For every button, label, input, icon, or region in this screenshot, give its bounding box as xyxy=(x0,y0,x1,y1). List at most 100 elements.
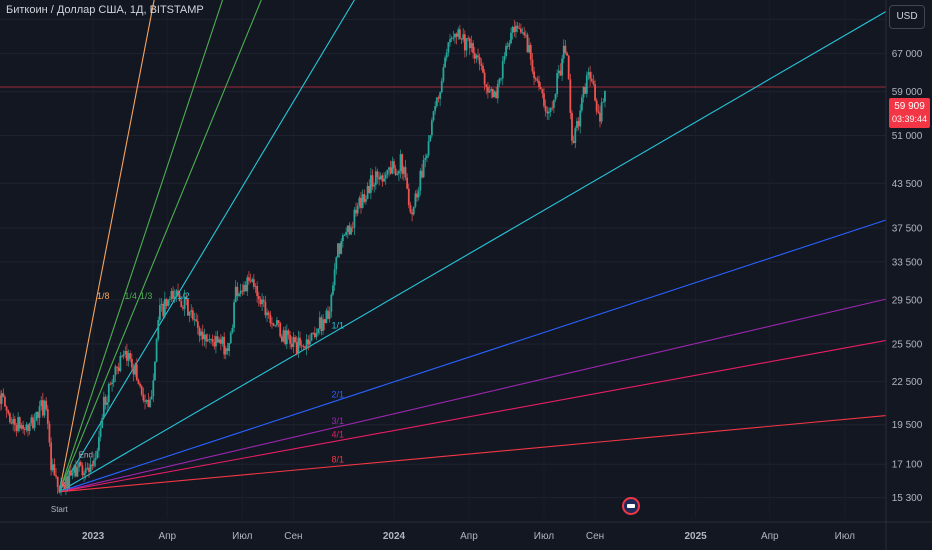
candle-body xyxy=(463,34,466,51)
candle-body xyxy=(261,299,263,305)
candle-body xyxy=(488,91,491,93)
candle-body xyxy=(98,437,100,451)
candle-body xyxy=(564,45,567,53)
candle-body xyxy=(561,58,563,76)
candle-body xyxy=(249,280,252,282)
currency-button[interactable]: USD xyxy=(889,5,925,29)
candle-body xyxy=(337,243,339,258)
gann-fan-line[interactable] xyxy=(58,0,355,493)
candle-body xyxy=(538,80,540,87)
candle-body xyxy=(437,97,440,99)
candle-body xyxy=(506,45,509,47)
candle-body xyxy=(117,367,120,372)
candle-body xyxy=(391,161,394,174)
gann-fan-line[interactable] xyxy=(58,0,155,492)
candle-body xyxy=(435,97,438,107)
candle-body xyxy=(8,413,11,423)
candle-body xyxy=(332,285,334,295)
candle-body xyxy=(147,400,150,407)
candle-body xyxy=(180,301,183,308)
candle-body xyxy=(516,25,519,29)
candle-body xyxy=(447,42,450,53)
candle-body xyxy=(330,294,333,312)
candle-body xyxy=(490,88,493,92)
candle-body xyxy=(200,331,203,336)
candle-body xyxy=(503,56,506,61)
candle-body xyxy=(216,336,219,343)
gann-fan-line[interactable] xyxy=(59,415,887,493)
candle-body xyxy=(129,353,132,359)
y-tick-label: 19 500 xyxy=(892,420,923,431)
candle-body xyxy=(149,399,151,407)
candle-body xyxy=(378,177,381,180)
candle-body xyxy=(46,409,49,424)
candle-body xyxy=(320,317,323,332)
candle-body xyxy=(135,364,138,381)
candle-body xyxy=(284,330,287,345)
candle-body xyxy=(310,332,313,341)
candle-body xyxy=(335,257,338,270)
candle-body xyxy=(226,348,229,352)
candle-body xyxy=(396,173,399,175)
candle-body xyxy=(328,311,331,319)
candle-body xyxy=(412,206,415,215)
candle-body xyxy=(150,396,153,400)
candle-body xyxy=(294,337,296,343)
candle-body xyxy=(526,34,529,53)
candle-body xyxy=(562,45,565,59)
candle-body xyxy=(122,354,125,357)
candle-body xyxy=(528,45,531,53)
y-tick-label: 25 500 xyxy=(892,339,923,350)
gann-fan-line[interactable] xyxy=(59,298,887,493)
candle-body xyxy=(221,336,224,344)
x-tick-label: 2025 xyxy=(684,531,707,542)
candle-body xyxy=(157,320,160,340)
candle-body xyxy=(88,467,90,472)
gann-fan-line[interactable] xyxy=(58,0,262,493)
candle-body xyxy=(277,320,280,323)
gann-fan-label: 1/3 xyxy=(140,291,153,301)
gann-fan-labels: 1/8 1/4 1/3 1/2 1/1 2/1 3/1 4/1 8/1 Start End xyxy=(51,291,344,514)
candle-body xyxy=(63,484,66,489)
candle-body xyxy=(388,167,390,170)
candle-body xyxy=(394,168,397,175)
candle-body xyxy=(71,472,74,476)
candle-body xyxy=(368,186,371,193)
candle-body xyxy=(7,410,10,414)
gann-fan-line[interactable] xyxy=(58,0,224,492)
candle-body xyxy=(592,81,595,85)
event-flag-icon[interactable] xyxy=(622,497,640,515)
candle-body xyxy=(340,241,343,254)
candle-body xyxy=(409,205,412,213)
candle-body xyxy=(35,411,38,421)
gann-fan-line[interactable] xyxy=(59,339,887,493)
candles xyxy=(0,19,606,496)
candle-body xyxy=(17,417,20,432)
candle-body xyxy=(280,336,283,342)
candle-body xyxy=(257,295,260,300)
candle-body xyxy=(203,334,206,340)
candle-body xyxy=(23,428,26,430)
candle-body xyxy=(584,86,587,94)
candle-body xyxy=(485,84,488,88)
candle-body xyxy=(241,290,244,292)
candle-body xyxy=(262,299,265,302)
gann-fan-lines xyxy=(58,0,887,493)
candle-body xyxy=(76,467,79,477)
gann-fan-line[interactable] xyxy=(59,219,887,493)
candle-body xyxy=(211,338,214,343)
x-tick-label: Июл xyxy=(534,531,554,542)
candle-body xyxy=(73,465,76,473)
candle-body xyxy=(86,467,89,469)
candle-body xyxy=(12,418,15,424)
candle-body xyxy=(511,26,514,33)
candle-body xyxy=(406,177,409,189)
gann-fan-line[interactable] xyxy=(59,11,887,493)
candle-body xyxy=(434,106,437,112)
candle-body xyxy=(307,339,310,345)
candle-body xyxy=(50,442,52,471)
candle-body xyxy=(140,386,143,395)
candle-body xyxy=(251,279,254,282)
candle-body xyxy=(539,86,542,89)
